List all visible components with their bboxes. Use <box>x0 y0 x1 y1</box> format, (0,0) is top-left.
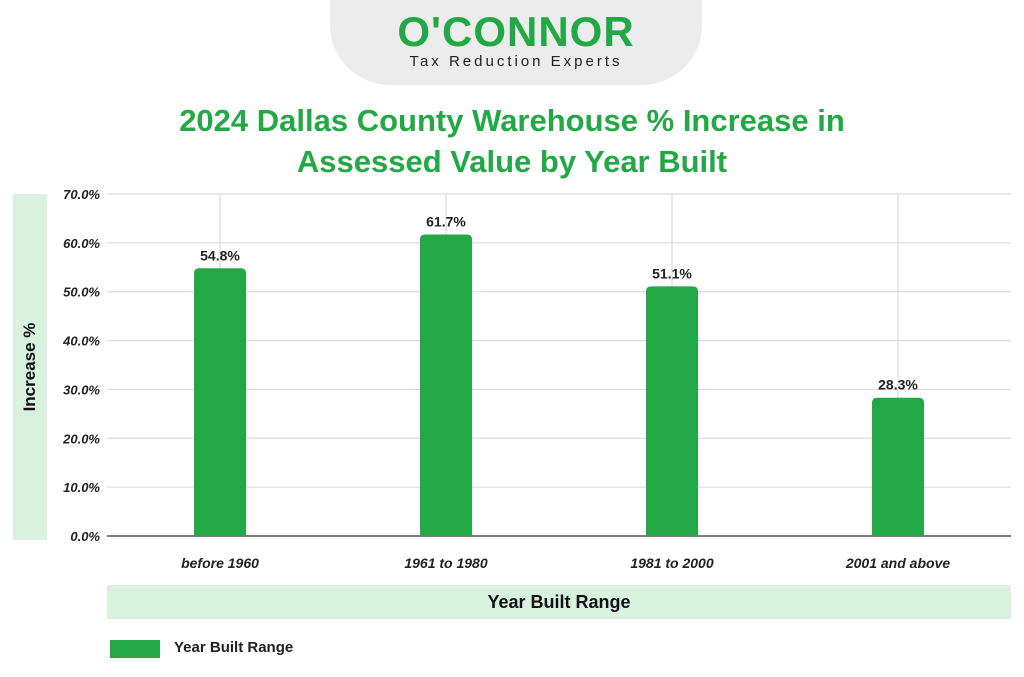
bars <box>194 234 924 536</box>
labels: 0.0% 10.0% 20.0% 30.0% 40.0% 50.0% 60.0% 70.0% 5… <box>62 187 950 571</box>
chart-title-line-2: Assessed Value by Year Built <box>296 144 728 179</box>
brand-tagline: Tax Reduction Experts <box>409 53 623 70</box>
y-tick-label: 40.0% <box>62 334 100 349</box>
bar <box>872 397 924 536</box>
y-tick-label: 20.0% <box>62 431 100 446</box>
x-tick-label: 1981 to 2000 <box>630 555 713 571</box>
data-label: 54.8% <box>200 247 240 263</box>
y-tick-label: 70.0% <box>63 187 100 202</box>
data-label: 28.3% <box>878 377 918 393</box>
brand-logo: O'CONNOR <box>397 8 635 55</box>
x-tick-label: 1961 to 1980 <box>404 555 487 571</box>
data-label: 61.7% <box>426 214 466 230</box>
y-tick-label: 0.0% <box>70 529 100 544</box>
x-tick-label: 2001 and above <box>845 555 950 571</box>
logo-background <box>330 0 702 85</box>
chart-title: 2024 Dallas County Warehouse % Increase … <box>112 100 912 182</box>
y-tick-label: 10.0% <box>63 480 100 495</box>
bar <box>194 268 246 536</box>
chart-title-line-1: 2024 Dallas County Warehouse % Increase … <box>179 103 845 138</box>
legend-swatch <box>110 640 160 658</box>
legend-label: Year Built Range <box>174 639 294 656</box>
y-axis-label-background <box>13 194 47 540</box>
y-tick-label: 50.0% <box>63 285 100 300</box>
x-tick-label: before 1960 <box>181 555 259 571</box>
bar <box>646 286 698 536</box>
data-label: 51.1% <box>652 265 692 281</box>
y-tick-label: 60.0% <box>63 236 100 251</box>
x-axis-label-background <box>107 585 1011 619</box>
y-tick-label: 30.0% <box>63 382 100 397</box>
x-axis-label: Year Built Range <box>487 592 631 612</box>
bar <box>420 234 472 536</box>
